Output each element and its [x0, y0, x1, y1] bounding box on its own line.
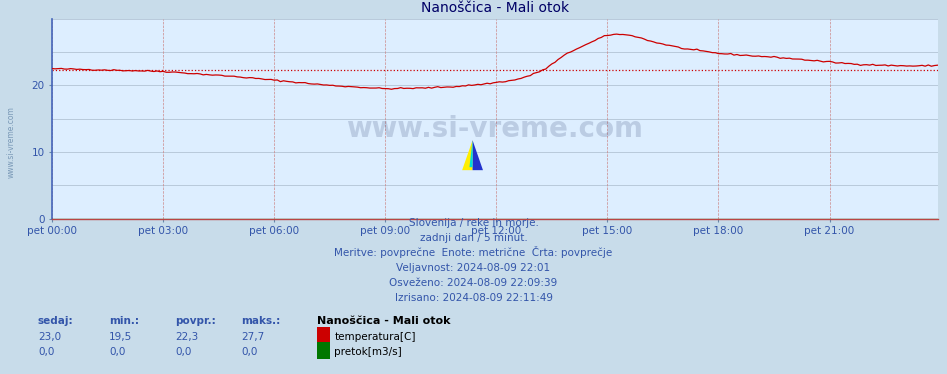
Text: sedaj:: sedaj: — [38, 316, 74, 325]
Text: 0,0: 0,0 — [109, 347, 125, 357]
Text: www.si-vreme.com: www.si-vreme.com — [347, 115, 643, 143]
Title: Nanoščica - Mali otok: Nanoščica - Mali otok — [420, 1, 569, 15]
Text: zadnji dan / 5 minut.: zadnji dan / 5 minut. — [420, 233, 527, 243]
Text: povpr.:: povpr.: — [175, 316, 216, 325]
Text: 27,7: 27,7 — [241, 332, 265, 342]
Text: Osveženo: 2024-08-09 22:09:39: Osveženo: 2024-08-09 22:09:39 — [389, 278, 558, 288]
Text: Veljavnost: 2024-08-09 22:01: Veljavnost: 2024-08-09 22:01 — [397, 263, 550, 273]
Text: Meritve: povprečne  Enote: metrične  Črta: povprečje: Meritve: povprečne Enote: metrične Črta:… — [334, 246, 613, 258]
Text: 0,0: 0,0 — [175, 347, 191, 357]
Text: Izrisano: 2024-08-09 22:11:49: Izrisano: 2024-08-09 22:11:49 — [395, 293, 552, 303]
Text: 22,3: 22,3 — [175, 332, 199, 342]
Text: 0,0: 0,0 — [38, 347, 54, 357]
Text: temperatura[C]: temperatura[C] — [334, 332, 416, 342]
Text: 19,5: 19,5 — [109, 332, 133, 342]
Text: 23,0: 23,0 — [38, 332, 61, 342]
Text: www.si-vreme.com: www.si-vreme.com — [7, 106, 16, 178]
Text: Slovenija / reke in morje.: Slovenija / reke in morje. — [408, 218, 539, 228]
Text: pretok[m3/s]: pretok[m3/s] — [334, 347, 402, 357]
Text: Nanoščica - Mali otok: Nanoščica - Mali otok — [317, 316, 451, 325]
Text: min.:: min.: — [109, 316, 139, 325]
Text: 0,0: 0,0 — [241, 347, 258, 357]
Text: maks.:: maks.: — [241, 316, 280, 325]
